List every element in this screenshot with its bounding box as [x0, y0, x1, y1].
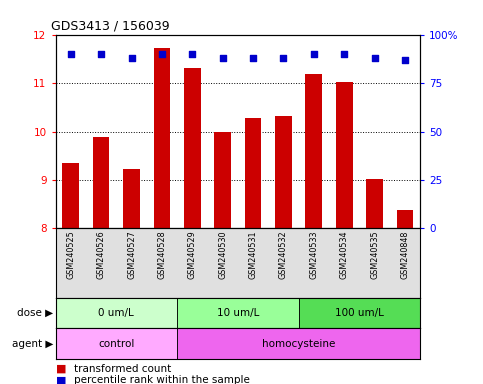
Point: [341, 51, 348, 57]
Point: [219, 55, 227, 61]
Point: [67, 51, 74, 57]
Bar: [397, 210, 413, 228]
Text: GSM240532: GSM240532: [279, 230, 288, 279]
Text: GSM240535: GSM240535: [370, 230, 379, 279]
Text: GSM240530: GSM240530: [218, 230, 227, 279]
Bar: [93, 137, 110, 228]
Bar: [62, 163, 79, 228]
Text: GDS3413 / 156039: GDS3413 / 156039: [51, 20, 170, 33]
Text: GSM240528: GSM240528: [157, 230, 167, 279]
Point: [158, 51, 166, 57]
Bar: [245, 118, 261, 228]
Text: dose ▶: dose ▶: [17, 308, 53, 318]
Text: GSM240531: GSM240531: [249, 230, 257, 279]
Text: percentile rank within the sample: percentile rank within the sample: [74, 375, 250, 384]
Point: [310, 51, 318, 57]
Text: control: control: [98, 339, 134, 349]
Text: 0 um/L: 0 um/L: [99, 308, 134, 318]
Bar: [336, 81, 353, 228]
Bar: [154, 48, 170, 228]
Bar: [298, 298, 420, 328]
Bar: [275, 116, 292, 228]
Point: [401, 57, 409, 63]
Bar: [366, 179, 383, 228]
Text: 100 um/L: 100 um/L: [335, 308, 384, 318]
Bar: [177, 328, 420, 359]
Point: [371, 55, 379, 61]
Point: [280, 55, 287, 61]
Text: GSM240848: GSM240848: [400, 230, 410, 279]
Bar: [177, 298, 298, 328]
Bar: [56, 298, 177, 328]
Text: GSM240525: GSM240525: [66, 230, 75, 279]
Text: GSM240533: GSM240533: [309, 230, 318, 279]
Text: 10 um/L: 10 um/L: [217, 308, 259, 318]
Bar: [56, 328, 177, 359]
Text: GSM240529: GSM240529: [188, 230, 197, 279]
Text: agent ▶: agent ▶: [12, 339, 53, 349]
Text: transformed count: transformed count: [74, 364, 171, 374]
Point: [188, 51, 196, 57]
Bar: [305, 74, 322, 228]
Text: ■: ■: [56, 375, 66, 384]
Bar: [214, 132, 231, 228]
Bar: [123, 169, 140, 228]
Bar: [184, 68, 200, 228]
Text: GSM240526: GSM240526: [97, 230, 106, 279]
Text: ■: ■: [56, 364, 66, 374]
Text: GSM240534: GSM240534: [340, 230, 349, 279]
Point: [249, 55, 257, 61]
Point: [128, 55, 135, 61]
Text: GSM240527: GSM240527: [127, 230, 136, 279]
Text: homocysteine: homocysteine: [262, 339, 335, 349]
Point: [97, 51, 105, 57]
